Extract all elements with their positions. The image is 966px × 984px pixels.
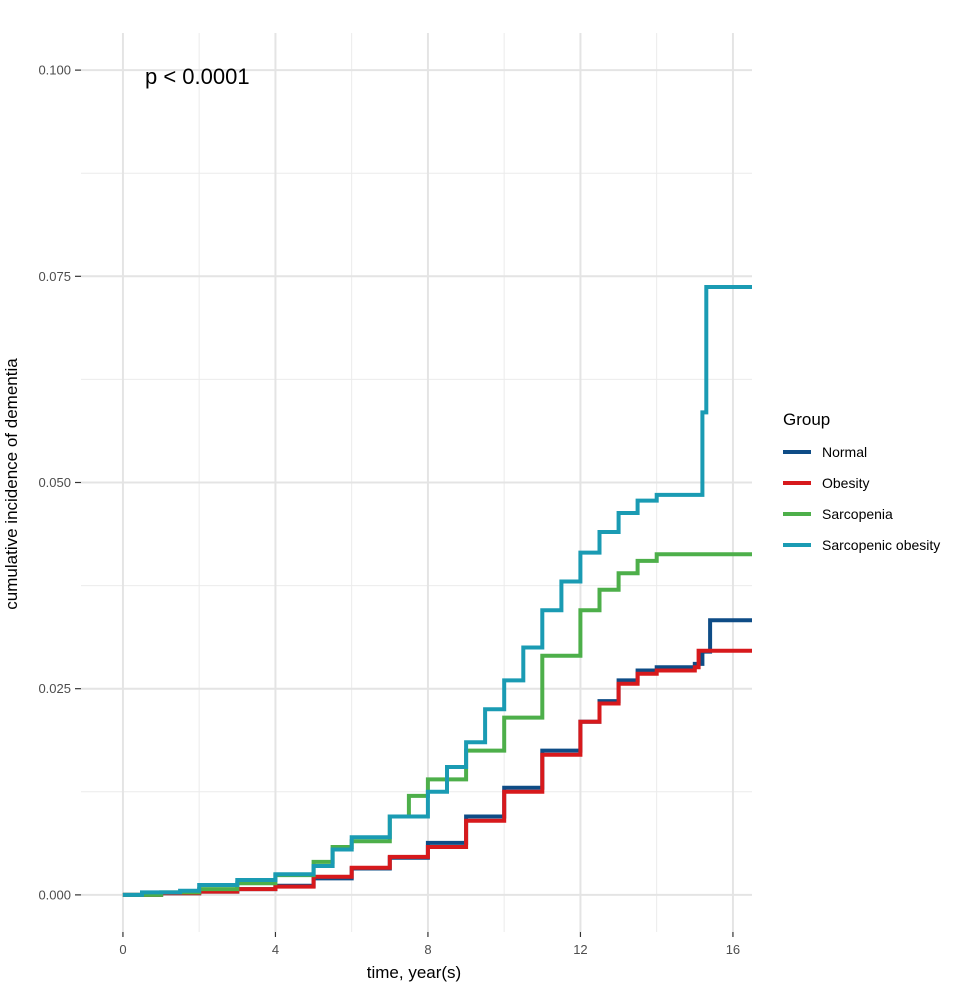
x-tick-label: 16 [726, 942, 740, 957]
legend-title: Group [783, 410, 830, 429]
p-value-annotation: p < 0.0001 [145, 64, 250, 89]
x-tick-label: 4 [272, 942, 279, 957]
x-axis-title: time, year(s) [367, 963, 461, 982]
x-tick-label: 0 [119, 942, 126, 957]
series-layer [122, 285, 752, 897]
y-tick-label: 0.000 [38, 887, 71, 902]
y-tick-label: 0.025 [38, 681, 71, 696]
grid-major [81, 33, 752, 932]
y-tick-label: 0.075 [38, 269, 71, 284]
x-tick-label: 8 [424, 942, 431, 957]
y-axis-title: cumulative incidence of dementia [2, 358, 21, 610]
series-sarcopenia-line [122, 552, 752, 897]
legend-label-sarcopenia: Sarcopenia [822, 506, 893, 522]
y-tick-label: 0.100 [38, 63, 71, 78]
series-normal-line [122, 618, 752, 897]
x-tick-label: 12 [573, 942, 587, 957]
series-sarcopenic-obesity-line [122, 285, 752, 897]
legend-label-normal: Normal [822, 444, 867, 460]
legend-label-obesity: Obesity [822, 475, 869, 491]
legend-label-sarcopenic-obesity: Sarcopenic obesity [822, 537, 940, 553]
axis-layer: 0 4 8 12 16 0.000 0.025 0.050 0.075 0.100 [38, 63, 740, 957]
y-tick-label: 0.050 [38, 475, 71, 490]
legend: Group Normal Obesity Sarcopenia Sarcopenic … [783, 410, 940, 553]
series-obesity-line [122, 648, 752, 897]
